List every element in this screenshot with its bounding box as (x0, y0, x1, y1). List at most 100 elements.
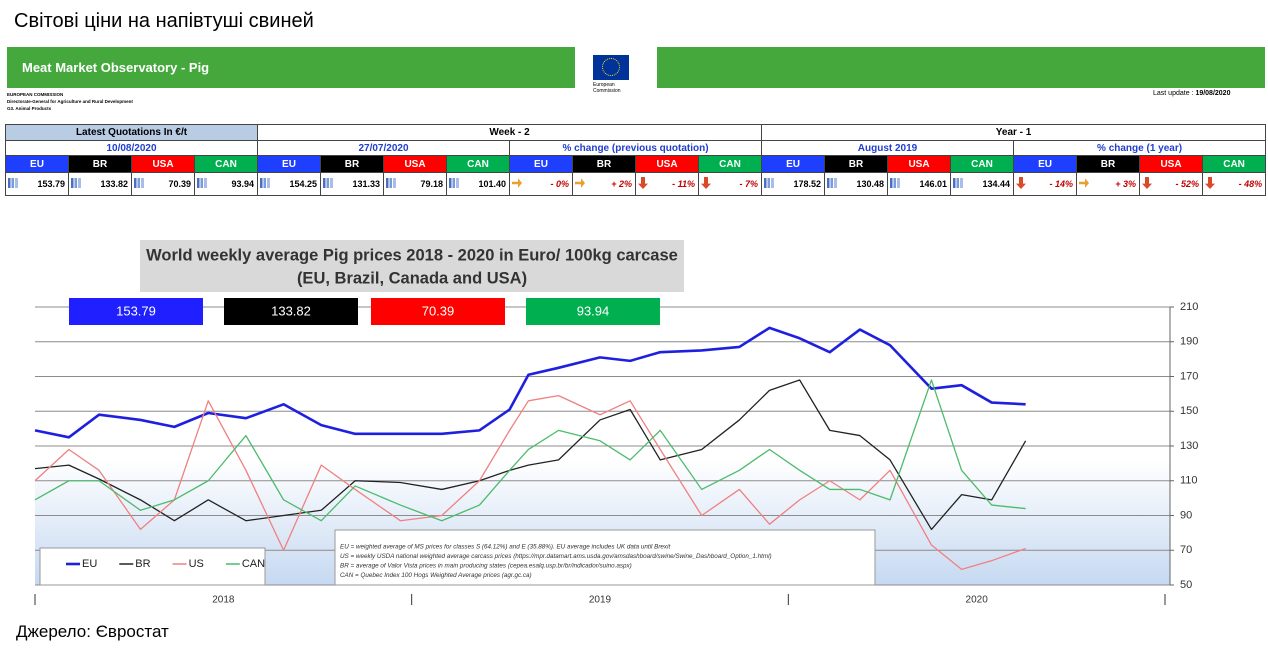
quote-value: 134.44 (950, 172, 1015, 196)
note: EU = weighted average of MS prices for c… (340, 544, 670, 551)
quote-value: - 52% (1139, 172, 1204, 196)
quote-value: - 7% (697, 172, 763, 196)
trend-icon (323, 178, 333, 188)
value-badge-label: 153.79 (116, 303, 156, 318)
x-tick-label: 2020 (966, 595, 989, 606)
notes-box (334, 529, 876, 586)
table-row: 153.79 133.82 70.39 93.94 154.25 131.33 79.18 1… (5, 172, 1267, 196)
region-header: USA (635, 155, 699, 173)
trend-icon (8, 178, 18, 188)
x-tick-label: 2019 (589, 595, 612, 606)
y-tick-label: 90 (1180, 509, 1192, 521)
quote-value: 133.82 (68, 172, 132, 196)
chart: World weekly average Pig prices 2018 - 2… (34, 240, 1198, 606)
quote-value: 79.18 (383, 172, 447, 196)
trend-icon (1079, 178, 1090, 188)
quote-value: - 0% (509, 172, 573, 196)
org-line: G3. Animal Products (7, 106, 52, 111)
trend-icon (701, 177, 711, 189)
logo-text: European Commission (593, 82, 621, 94)
quote-value: - 14% (1013, 172, 1078, 196)
note: BR = average of Valor Vista prices in ma… (340, 563, 632, 570)
region-header: CAN (697, 155, 763, 173)
trend-icon (71, 178, 81, 188)
trend-icon (386, 178, 396, 188)
trend-icon (260, 178, 270, 188)
chart-subtitle: (EU, Brazil, Canada and USA) (297, 269, 527, 287)
y-tick-label: 150 (1180, 405, 1198, 417)
value-badge (69, 298, 203, 325)
page-title: Світові ціни на напівтуші свиней (14, 10, 314, 32)
trend-icon (449, 178, 459, 188)
y-tick-label: 70 (1180, 544, 1192, 556)
value-badge (371, 298, 505, 325)
quote-value: 101.40 (446, 172, 510, 196)
trend-icon (512, 178, 522, 188)
y-tick-label: 110 (1180, 475, 1198, 487)
last-update-date: 19/08/2020 (1195, 90, 1231, 97)
quote-value: - 48% (1202, 172, 1267, 196)
region-header: CAN (194, 155, 258, 173)
quotation-table: Latest Quotations In €/t Week - 2 Year - 1… (5, 124, 1267, 196)
last-update-label: Last update : (1153, 90, 1194, 97)
x-tick-label: 2018 (212, 595, 235, 606)
region-header: USA (1139, 155, 1204, 173)
y-tick-label: 190 (1180, 336, 1198, 348)
quote-value: - 11% (635, 172, 699, 196)
table-row: 10/08/2020 27/07/2020% change (previous q… (5, 140, 1267, 156)
legend-label: BR (135, 558, 150, 570)
region-header: CAN (950, 155, 1015, 173)
quote-value: 153.79 (5, 172, 69, 196)
source: Джерело: Євростат (16, 622, 169, 641)
trend-icon (953, 178, 964, 188)
region-header: USA (887, 155, 952, 173)
value-badge (224, 298, 358, 325)
region-header: EU (509, 155, 573, 173)
quote-value: 93.94 (194, 172, 258, 196)
legend-label: US (189, 558, 204, 570)
trend-icon (197, 178, 207, 188)
region-header: BR (320, 155, 384, 173)
org-line: Directorate-General for Agriculture and … (7, 99, 133, 104)
region-header: EU (761, 155, 826, 173)
trend-icon (1016, 177, 1027, 189)
trend-icon (1205, 177, 1216, 189)
quote-value: 154.25 (257, 172, 321, 196)
quote-value: 70.39 (131, 172, 195, 196)
logo: European Commission (575, 47, 657, 97)
trend-icon (890, 178, 901, 188)
trend-icon (1142, 177, 1153, 189)
quote-value: 131.33 (320, 172, 384, 196)
org-line: EUROPEAN COMMISSION (7, 92, 64, 97)
series-line (34, 394, 1026, 571)
trend-icon (134, 178, 144, 188)
quote-value: + 3% (1076, 172, 1141, 196)
legend-label: EU (82, 558, 97, 570)
value-badge-label: 93.94 (577, 303, 610, 318)
region-header: USA (131, 155, 195, 173)
value-badge-label: 133.82 (271, 303, 311, 318)
value-badge-label: 70.39 (422, 303, 455, 318)
trend-icon (575, 178, 585, 188)
banner: Meat Market Observatory - Pig European C… (7, 47, 1265, 97)
trend-icon (827, 178, 838, 188)
region-header: BR (68, 155, 132, 173)
y-tick-label: 170 (1180, 370, 1198, 382)
value-badge (526, 298, 660, 325)
org: EUROPEAN COMMISSION Directorate-General … (7, 91, 133, 112)
last-update: Last update : 19/08/2020 (1153, 90, 1230, 97)
y-tick-label: 130 (1180, 440, 1198, 452)
chart-title: World weekly average Pig prices 2018 - 2… (146, 246, 678, 264)
title-box (140, 240, 684, 292)
banner-title: Meat Market Observatory - Pig (22, 60, 210, 75)
y-tick-label: 210 (1180, 301, 1198, 313)
trend-icon (638, 177, 648, 189)
y-tick-label: 50 (1180, 579, 1192, 591)
region-header: EU (257, 155, 321, 173)
table-row: EU BR USA CAN EU BR USA CAN EU BR USA CAN EU BR USA CAN… (5, 155, 1267, 173)
series-line (34, 379, 1027, 531)
trend-icon (764, 178, 775, 188)
series-line (34, 379, 1026, 522)
region-header: CAN (446, 155, 510, 173)
